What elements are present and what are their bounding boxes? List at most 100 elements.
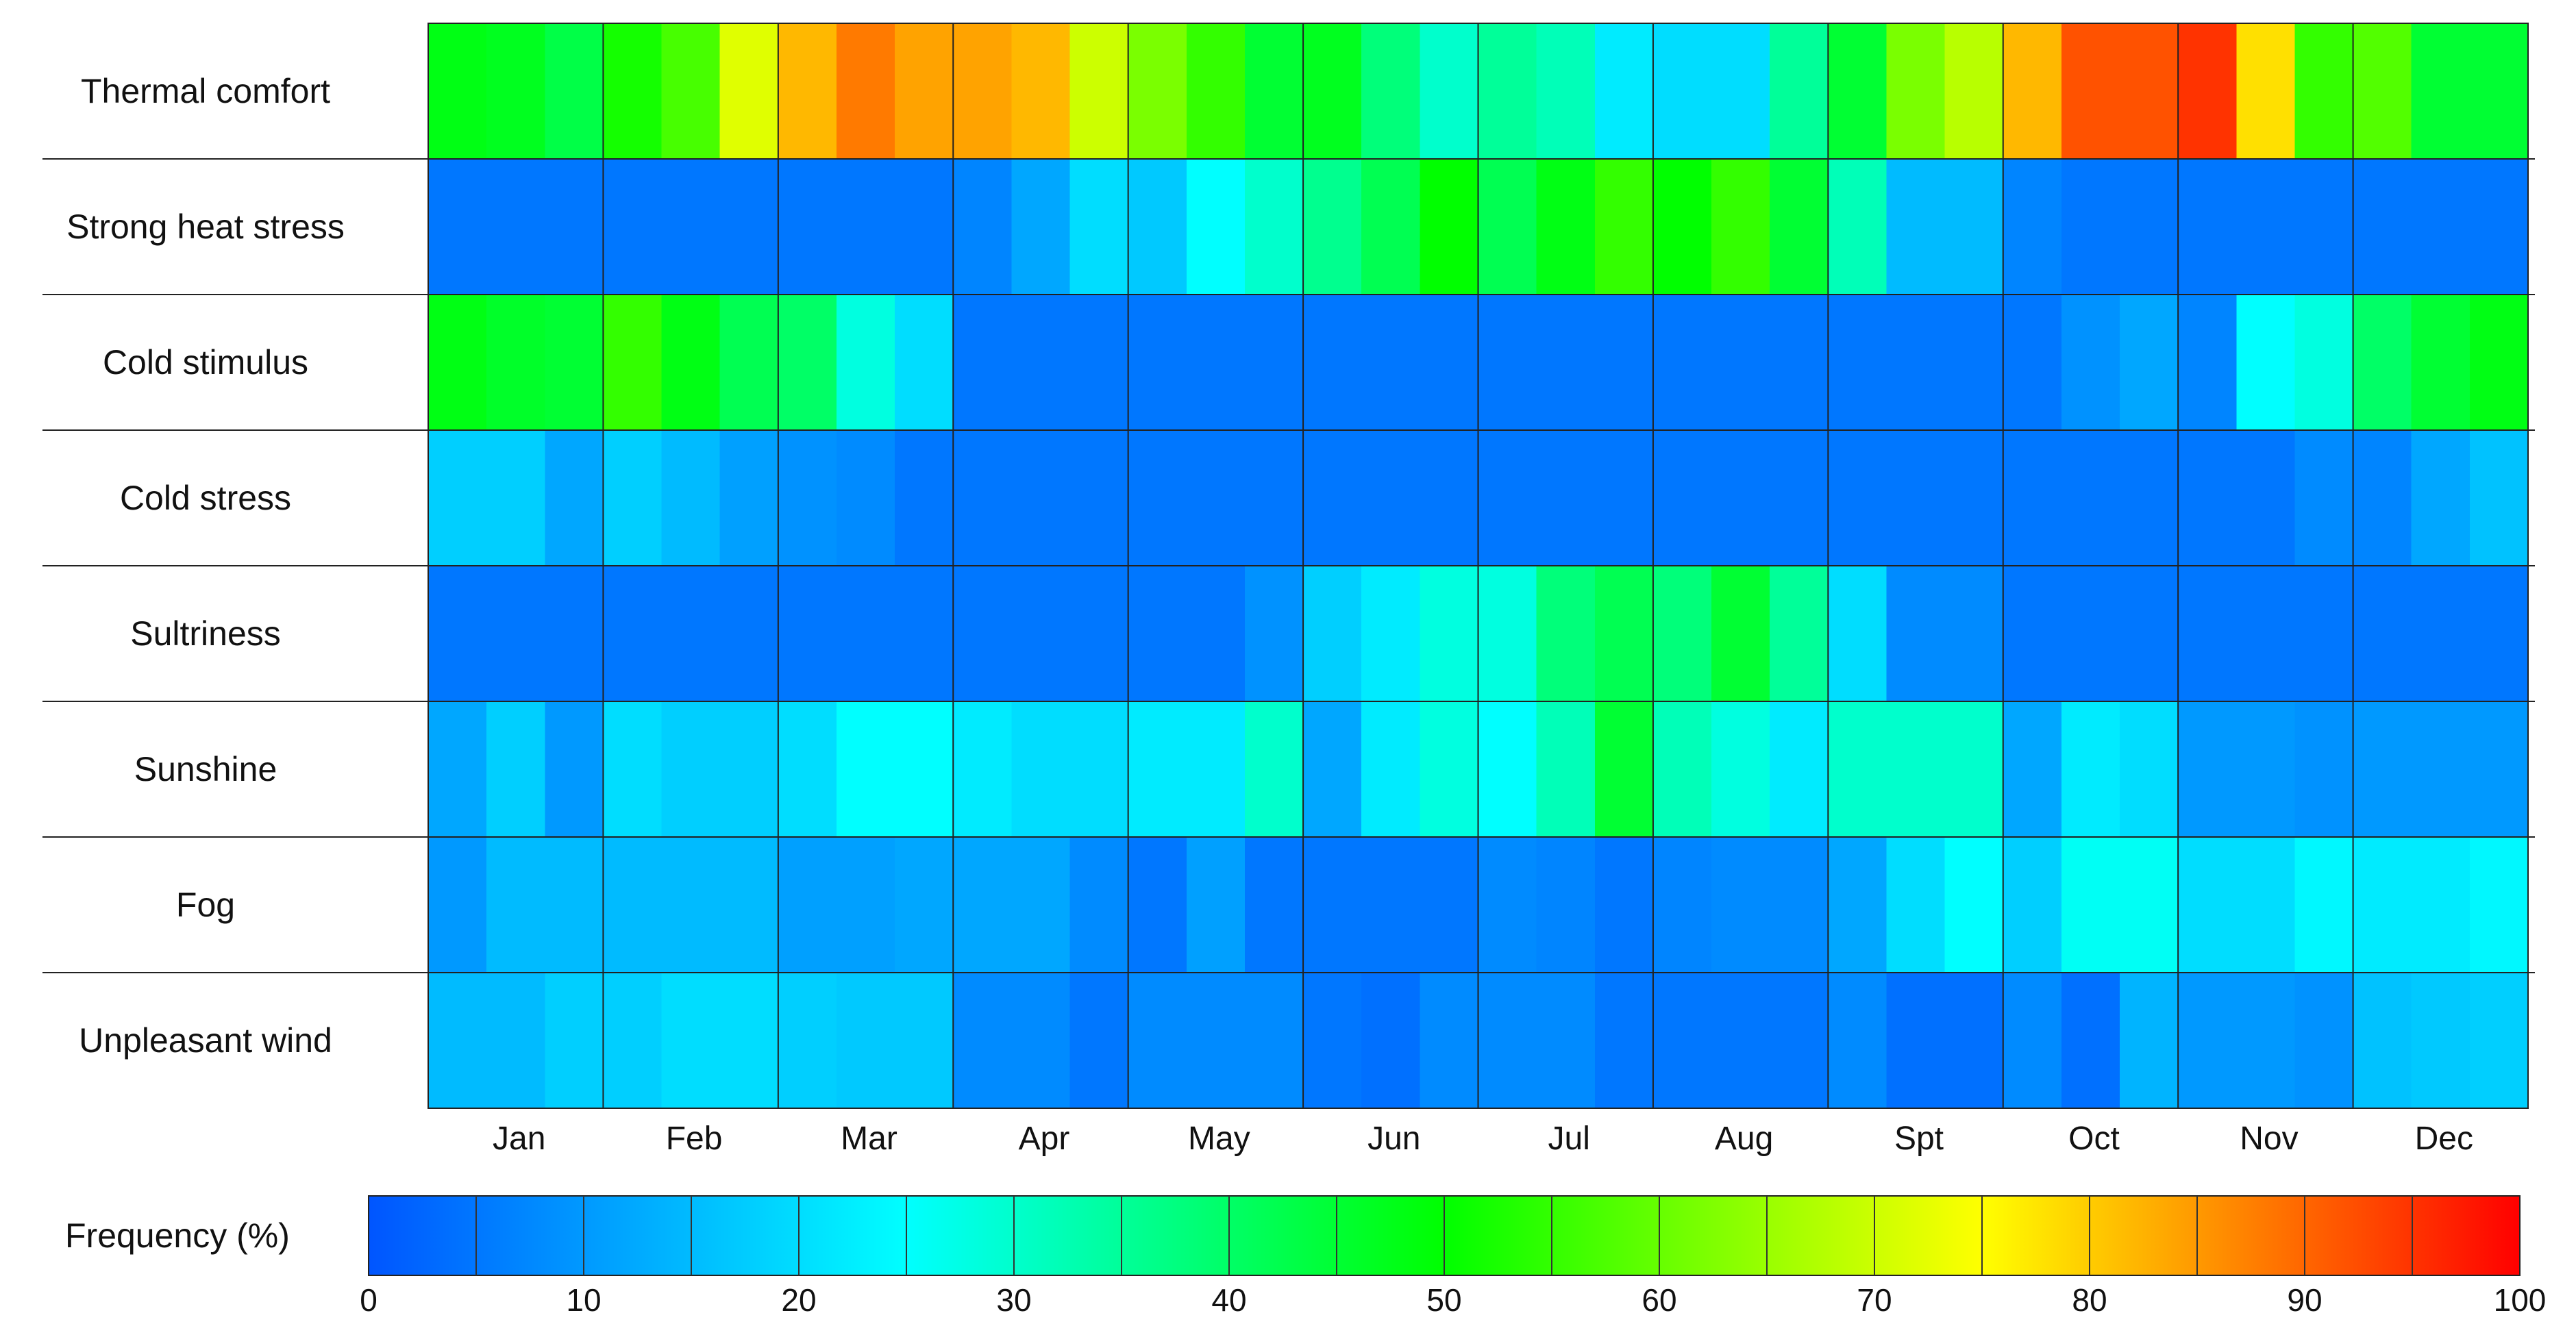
heatmap-cell — [953, 837, 1012, 973]
heatmap-cell — [1244, 701, 1304, 838]
heatmap-cell — [2469, 430, 2529, 566]
heatmap-cell — [2294, 23, 2354, 160]
row-label: Sultriness — [130, 614, 281, 653]
heatmap-cell — [2236, 701, 2296, 838]
colorbar-tick-label: 40 — [1211, 1282, 1246, 1318]
heatmap-cell — [719, 973, 779, 1109]
heatmap-cell — [661, 23, 721, 160]
heatmap-cell — [661, 430, 721, 566]
heatmap-cell — [1828, 295, 1887, 431]
heatmap-cell — [836, 295, 895, 431]
heatmap-cell — [2353, 430, 2412, 566]
heatmap-cell — [486, 701, 545, 838]
heatmap-cell — [1361, 430, 1420, 566]
heatmap-cell — [1011, 973, 1071, 1109]
heatmap-cell — [1770, 837, 1829, 973]
heatmap-cell — [2236, 295, 2296, 431]
heatmap-cell — [2411, 837, 2470, 973]
heatmap-cell — [1128, 295, 1187, 431]
heatmap-cell — [1594, 430, 1654, 566]
heatmap-cell — [1361, 837, 1420, 973]
heatmap-cell — [2003, 566, 2062, 702]
heatmap-cell — [1478, 159, 1537, 295]
heatmap-cell — [2294, 566, 2354, 702]
heatmap-cell — [1244, 837, 1304, 973]
heatmap-cell — [545, 295, 604, 431]
heatmap-cell — [428, 23, 487, 160]
heatmap-cell — [2469, 295, 2529, 431]
heatmap-cell — [2003, 159, 2062, 295]
heatmap-cell — [2294, 159, 2354, 295]
heatmap-cell — [603, 973, 662, 1109]
heatmap-cell — [1594, 837, 1654, 973]
heatmap-cell — [1420, 23, 1479, 160]
heatmap-cell — [2061, 23, 2120, 160]
heatmap-cell — [2411, 566, 2470, 702]
heatmap-cell — [719, 159, 779, 295]
month-label: Nov — [2240, 1121, 2298, 1157]
heatmap-cell — [1536, 159, 1596, 295]
heatmap-cell — [1536, 23, 1596, 160]
heatmap-cell — [778, 295, 837, 431]
heatmap-cell — [2061, 973, 2120, 1109]
heatmap-cell — [2003, 837, 2062, 973]
heatmap-cell — [1420, 973, 1479, 1109]
heatmap-cell — [2120, 566, 2179, 702]
heatmap-cell — [1361, 973, 1420, 1109]
heatmap-cell — [2236, 973, 2296, 1109]
row-label: Unpleasant wind — [79, 1021, 332, 1060]
heatmap-cell — [895, 295, 954, 431]
heatmap-cell — [1944, 23, 2004, 160]
month-label: Oct — [2068, 1121, 2120, 1157]
heatmap-cell — [1011, 430, 1071, 566]
month-label: Jan — [493, 1121, 545, 1157]
heatmap-cell — [1244, 159, 1304, 295]
heatmap-cell — [895, 701, 954, 838]
heatmap-cell — [661, 295, 721, 431]
colorbar-tick-label: 80 — [2072, 1282, 2107, 1318]
row-label: Cold stimulus — [103, 343, 308, 382]
heatmap-cell — [1652, 566, 1712, 702]
heatmap-cell — [778, 701, 837, 838]
heatmap-cell — [486, 430, 545, 566]
heatmap-cell — [778, 159, 837, 295]
heatmap-cell — [1828, 837, 1887, 973]
heatmap-cell — [2469, 23, 2529, 160]
heatmap-cell — [486, 23, 545, 160]
heatmap-cell — [836, 973, 895, 1109]
heatmap-cell — [428, 701, 487, 838]
heatmap-cell — [1303, 837, 1362, 973]
heatmap-cell — [1828, 23, 1887, 160]
heatmap-cell — [2353, 701, 2412, 838]
colorbar: Frequency (%) 0 10 20 30 40 50 60 70 80 90 100 — [65, 1195, 2546, 1318]
heatmap-cell — [1069, 701, 1129, 838]
heatmap-cell — [1944, 566, 2004, 702]
heatmap-cell — [2178, 701, 2237, 838]
row-label: Thermal comfort — [81, 72, 330, 110]
row-label: Strong heat stress — [66, 208, 345, 246]
month-label: Jun — [1367, 1121, 1420, 1157]
heatmap-cell — [2061, 159, 2120, 295]
heatmap-cell — [836, 701, 895, 838]
row-label: Cold stress — [120, 479, 291, 517]
heatmap-cell — [486, 566, 545, 702]
heatmap-cell — [836, 430, 895, 566]
month-label: Dec — [2415, 1121, 2473, 1157]
heatmap-cell — [603, 837, 662, 973]
heatmap-cell — [1303, 159, 1362, 295]
heatmap-cell — [661, 837, 721, 973]
month-label: Apr — [1019, 1121, 1070, 1157]
heatmap-cell — [2353, 23, 2412, 160]
heatmap-cell — [1186, 973, 1246, 1109]
heatmap-cell — [2120, 430, 2179, 566]
heatmap-cell — [1420, 430, 1479, 566]
heatmap-cell — [1594, 159, 1654, 295]
heatmap-cell — [545, 23, 604, 160]
month-labels: Jan Feb Mar Apr May Jun Jul Aug Spt Oct Nov Dec — [493, 1121, 2473, 1157]
heatmap-cell — [1711, 159, 1770, 295]
heatmap-cell — [1011, 23, 1071, 160]
heatmap-cell — [1128, 701, 1187, 838]
heatmap-cell — [2353, 159, 2412, 295]
heatmap-cell — [1361, 701, 1420, 838]
heatmap-cell — [953, 973, 1012, 1109]
